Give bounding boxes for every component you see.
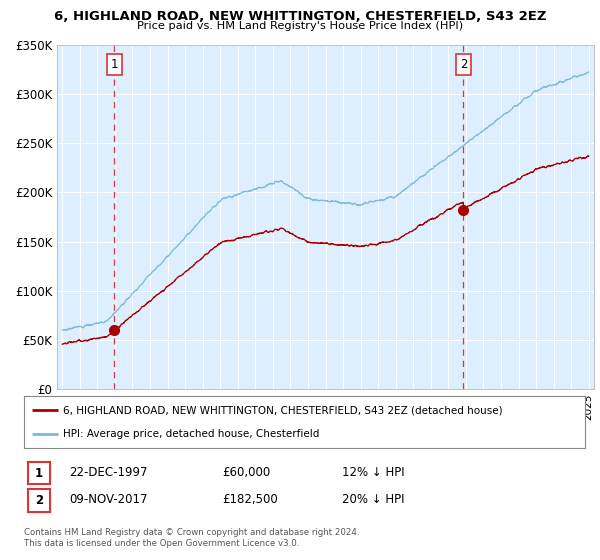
Text: 6, HIGHLAND ROAD, NEW WHITTINGTON, CHESTERFIELD, S43 2EZ (detached house): 6, HIGHLAND ROAD, NEW WHITTINGTON, CHEST… [63, 405, 503, 416]
Text: £182,500: £182,500 [222, 493, 278, 506]
Text: Contains HM Land Registry data © Crown copyright and database right 2024.
This d: Contains HM Land Registry data © Crown c… [24, 528, 359, 548]
Text: 2: 2 [460, 58, 467, 71]
Text: 1: 1 [35, 466, 43, 480]
Text: £60,000: £60,000 [222, 465, 270, 479]
Text: HPI: Average price, detached house, Chesterfield: HPI: Average price, detached house, Ches… [63, 429, 320, 439]
Text: 1: 1 [110, 58, 118, 71]
Text: 2: 2 [35, 494, 43, 507]
Text: Price paid vs. HM Land Registry's House Price Index (HPI): Price paid vs. HM Land Registry's House … [137, 21, 463, 31]
Text: 12% ↓ HPI: 12% ↓ HPI [342, 465, 404, 479]
Text: 20% ↓ HPI: 20% ↓ HPI [342, 493, 404, 506]
Text: 6, HIGHLAND ROAD, NEW WHITTINGTON, CHESTERFIELD, S43 2EZ: 6, HIGHLAND ROAD, NEW WHITTINGTON, CHEST… [54, 10, 546, 23]
Text: 09-NOV-2017: 09-NOV-2017 [69, 493, 148, 506]
Text: 22-DEC-1997: 22-DEC-1997 [69, 465, 148, 479]
